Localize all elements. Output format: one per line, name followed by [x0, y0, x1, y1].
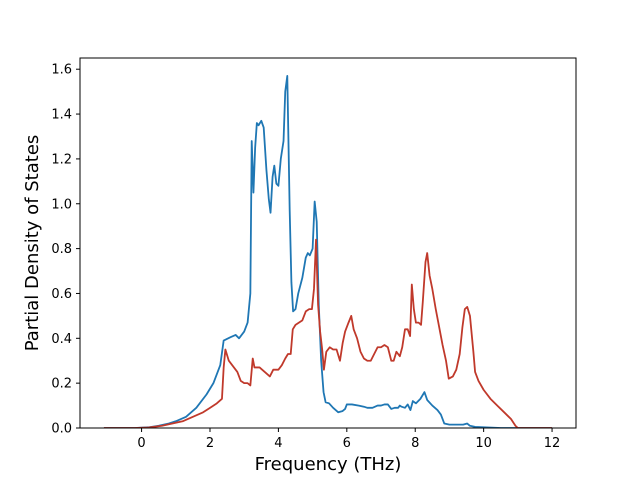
y-tick-label-0: 0.0	[51, 422, 72, 437]
y-tick-label-8: 1.6	[51, 63, 72, 78]
plot-frame	[79, 57, 577, 429]
x-axis: 0 2 4 6 8 10 12	[137, 428, 560, 451]
y-tick-label-6: 1.2	[51, 152, 72, 167]
y-tick-label-3: 0.6	[51, 287, 72, 302]
series-line-1	[103, 75, 553, 428]
x-tick-label-2: 4	[274, 436, 282, 451]
x-tick-label-5: 10	[475, 436, 492, 451]
x-tick-label-0: 0	[137, 436, 145, 451]
x-axis-label: Frequency (THz)	[255, 454, 402, 475]
y-tick-label-5: 1.0	[51, 197, 72, 212]
x-tick-label-6: 12	[544, 436, 561, 451]
y-tick-label-7: 1.4	[51, 108, 72, 123]
y-axis-label: Partial Density of States	[22, 135, 43, 352]
y-tick-label-1: 0.2	[51, 377, 72, 392]
x-tick-label-4: 8	[411, 436, 419, 451]
y-tick-label-2: 0.4	[51, 332, 72, 347]
y-tick-label-4: 0.8	[51, 242, 72, 257]
series-layer	[103, 75, 553, 428]
x-tick-label-3: 6	[343, 436, 351, 451]
x-tick-label-1: 2	[206, 436, 214, 451]
y-axis: 0.0 0.2 0.4 0.6 0.8 1.0 1.2 1.4 1.6	[51, 63, 80, 437]
series-line-2	[103, 238, 553, 428]
